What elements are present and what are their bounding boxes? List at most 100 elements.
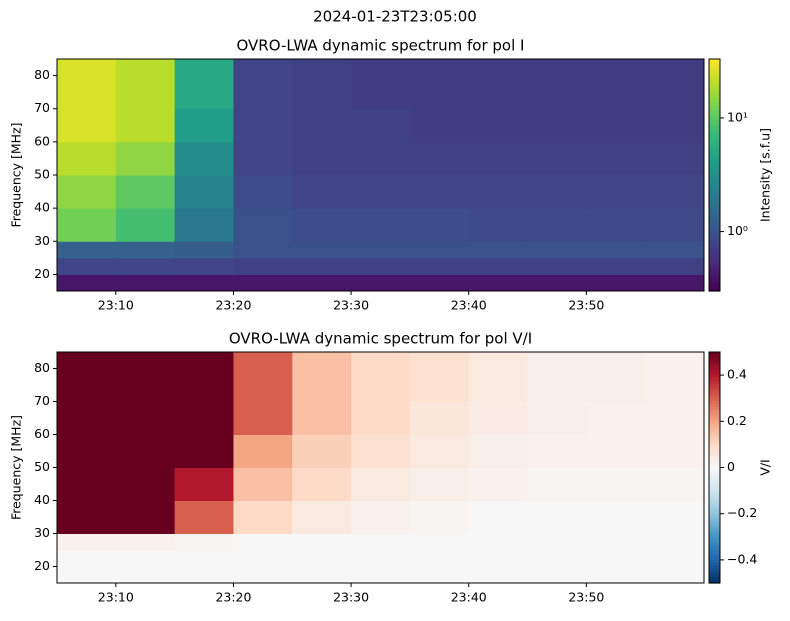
heatmap-cell bbox=[351, 352, 411, 402]
colorbar-strip bbox=[709, 548, 720, 552]
heatmap-cell bbox=[527, 533, 587, 551]
colorbar-strip bbox=[709, 189, 720, 193]
heatmap-cell bbox=[645, 566, 705, 584]
heatmap-cell bbox=[409, 274, 470, 292]
colorbar-strip bbox=[709, 175, 720, 179]
colorbar-strip bbox=[709, 247, 720, 251]
heatmap-cell bbox=[468, 241, 529, 259]
colorbar-strip bbox=[709, 183, 720, 188]
colorbar-strip bbox=[709, 510, 720, 515]
heatmap-cell bbox=[645, 274, 705, 292]
heatmap-cell bbox=[351, 566, 411, 584]
colorbar-strip bbox=[709, 557, 720, 561]
colorbar-strip bbox=[709, 568, 720, 573]
heatmap-cell bbox=[586, 241, 646, 259]
heatmap-cell bbox=[292, 500, 352, 534]
colorbar-strip bbox=[709, 273, 720, 278]
colorbar-label: Intensity [s.f.u] bbox=[758, 128, 773, 222]
colorbar-strip bbox=[709, 398, 720, 402]
colorbar-strip bbox=[709, 250, 720, 254]
colorbar-strip bbox=[709, 418, 720, 422]
heatmap-cell bbox=[233, 59, 293, 110]
colorbar-strip bbox=[709, 455, 720, 460]
colorbar-strip bbox=[709, 79, 720, 83]
heatmap-cell bbox=[468, 434, 529, 468]
colorbar-strip bbox=[709, 392, 720, 396]
colorbar-strip bbox=[709, 241, 720, 246]
colorbar-strip bbox=[709, 128, 720, 133]
colorbar-strip bbox=[709, 375, 720, 379]
colorbar-strip bbox=[709, 125, 720, 130]
colorbar-strip bbox=[709, 93, 720, 98]
colorbar-strip bbox=[709, 487, 720, 492]
heatmap-cell bbox=[233, 257, 293, 275]
heatmap-cell bbox=[57, 500, 117, 534]
colorbar-strip bbox=[709, 516, 720, 521]
heatmap-cell bbox=[292, 59, 352, 110]
heatmap-cell bbox=[586, 352, 646, 402]
y-tick-label: 60 bbox=[34, 133, 50, 148]
heatmap-cell bbox=[115, 500, 176, 534]
y-tick-label: 80 bbox=[34, 67, 50, 82]
heatmap-cell bbox=[468, 59, 529, 110]
heatmap-cell bbox=[527, 274, 587, 292]
colorbar-strip bbox=[709, 479, 720, 483]
colorbar-strip bbox=[709, 267, 720, 272]
colorbar-strip bbox=[709, 574, 720, 578]
colorbar-tick-label: 10¹ bbox=[727, 109, 748, 124]
heatmap-cell bbox=[409, 401, 470, 435]
colorbar-strip bbox=[709, 533, 720, 538]
heatmap-cell bbox=[292, 401, 352, 435]
heatmap-cell bbox=[233, 533, 293, 551]
heatmap-cell bbox=[233, 352, 293, 402]
colorbar-strip bbox=[709, 238, 720, 243]
y-tick-label: 30 bbox=[34, 525, 50, 540]
y-axis-label: Frequency [MHz] bbox=[9, 415, 24, 520]
heatmap-cell bbox=[233, 274, 293, 292]
colorbar-strip bbox=[709, 131, 720, 135]
colorbar-strip bbox=[709, 276, 720, 280]
colorbar-strip bbox=[709, 406, 720, 411]
heatmap-cell bbox=[586, 59, 646, 110]
colorbar-strip bbox=[709, 192, 720, 196]
colorbar-strip bbox=[709, 160, 720, 164]
colorbar-strip bbox=[709, 562, 720, 567]
heatmap-cell bbox=[527, 550, 587, 567]
heatmap-cell bbox=[57, 241, 117, 259]
colorbar-strip bbox=[709, 59, 720, 63]
colorbar-strip bbox=[709, 450, 720, 454]
heatmap-cell bbox=[351, 257, 411, 275]
colorbar-strip bbox=[709, 447, 720, 451]
colorbar-strip bbox=[709, 505, 720, 509]
colorbar-strip bbox=[709, 177, 720, 182]
heatmap-cell bbox=[409, 208, 470, 242]
heatmap-cell bbox=[468, 566, 529, 584]
heatmap-cell bbox=[292, 257, 352, 275]
heatmap-cell bbox=[527, 208, 587, 242]
heatmap-cell bbox=[527, 141, 587, 176]
heatmap-cell bbox=[468, 352, 529, 402]
colorbar-strip bbox=[709, 221, 720, 225]
heatmap-cell bbox=[586, 533, 646, 551]
colorbar-strip bbox=[709, 288, 720, 292]
colorbar-strip bbox=[709, 99, 720, 104]
heatmap-cell bbox=[233, 241, 293, 259]
colorbar-strip bbox=[709, 464, 720, 469]
heatmap-cell bbox=[174, 208, 234, 242]
colorbar-strip bbox=[709, 409, 720, 414]
colorbar-strip bbox=[709, 233, 720, 237]
figure-title: 2024-01-23T23:05:00 bbox=[313, 8, 477, 26]
y-tick-label: 20 bbox=[34, 558, 50, 573]
colorbar-strip bbox=[709, 539, 720, 544]
heatmap-cell bbox=[409, 108, 470, 143]
heatmap-cell bbox=[174, 434, 234, 468]
heatmap-cell bbox=[115, 59, 176, 110]
colorbar-strip bbox=[709, 154, 720, 159]
colorbar-strip bbox=[709, 172, 720, 176]
colorbar-strip bbox=[709, 429, 720, 434]
colorbar-strip bbox=[709, 493, 720, 497]
heatmap-cell bbox=[292, 533, 352, 551]
heatmap-cell bbox=[174, 175, 234, 209]
colorbar-strip bbox=[709, 415, 720, 420]
